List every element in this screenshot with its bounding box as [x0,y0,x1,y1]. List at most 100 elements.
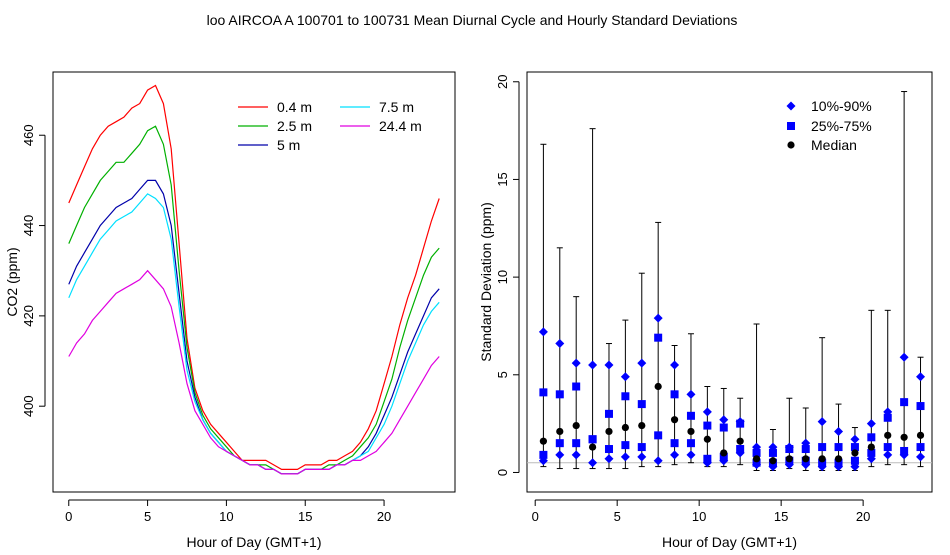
p25-75-marker [621,392,630,401]
p25-75-marker [719,452,728,461]
p25-75-marker [736,445,745,454]
p25-75-marker [719,423,728,432]
x-axis-title: Hour of Day (GMT+1) [662,534,797,550]
median-marker [621,423,629,432]
x-tick-label: 5 [144,509,151,524]
median-marker [834,455,843,463]
median-marker [720,449,728,457]
legend-label: 0.4 m [277,99,312,115]
median-marker [703,435,711,443]
median-marker [769,457,777,465]
legend-label: 7.5 m [379,99,414,115]
p25-75-marker [916,443,925,452]
p25-75-marker [834,443,843,452]
x-tick-label: 20 [856,509,870,524]
p10-90-marker [653,313,663,323]
x-tick-label: 0 [532,509,539,524]
p25-75-marker [768,448,777,457]
p25-75-marker [834,458,843,467]
series-line-0-4-m [68,84,440,470]
x-tick-label: 20 [377,509,391,524]
p10-90-marker [883,450,893,460]
y-tick-label: 460 [21,124,36,146]
legend-label: 10%-90% [811,98,872,114]
x-axis-title: Hour of Day (GMT+1) [187,534,322,550]
p25-75-marker [637,400,646,409]
x-tick-label: 15 [298,509,312,524]
co2-diurnal-cycle-chart: 0 5 10 15 20 Hour of Day (GMT+1) 400 420 440 460 C… [4,71,456,550]
x-tick-label: 0 [65,509,72,524]
p10-90-marker [588,458,598,468]
series-line-7-5-m [68,193,440,475]
p10-90-marker [702,407,712,417]
y-tick-label: 0 [495,469,510,476]
p10-90-marker [817,417,827,427]
p25-75-marker [752,458,761,467]
median-marker [802,455,810,463]
p10-90-marker [588,360,598,370]
p10-90-marker [850,434,860,444]
median-marker [818,455,826,463]
series-line-2-5-m [68,125,440,475]
p25-75-marker [900,446,909,455]
y-tick-label: 400 [21,395,36,417]
median-marker [638,421,646,430]
p25-75-marker [736,419,745,428]
p10-90-marker [604,360,614,370]
p25-75-marker [670,390,679,399]
p25-75-marker [850,443,859,452]
legend-circle-icon [787,141,795,149]
p25-75-marker [637,443,646,452]
p10-90-marker [637,452,647,462]
median-marker [752,455,761,463]
p10-90-marker [637,358,647,368]
p10-90-marker [866,419,876,429]
p10-90-marker [719,415,729,425]
p25-75-marker [539,450,548,459]
p25-75-marker [604,445,613,454]
legend-label: Median [811,137,857,153]
p25-75-marker [686,439,695,448]
p10-90-marker [834,426,844,436]
p25-75-marker [572,382,581,391]
median-marker [736,437,744,445]
y-tick-label: 440 [21,215,36,237]
median-marker [670,416,679,424]
median-marker [867,443,875,451]
p10-90-marker [620,452,630,462]
y-axis-title: Standard Deviation (ppm) [478,202,494,362]
p25-75-marker [818,458,827,467]
y-tick-label: 5 [495,371,510,378]
median-marker [851,449,859,457]
p25-75-marker [900,398,909,407]
median-marker [572,421,580,430]
median-marker [900,433,908,441]
median-marker [687,427,695,436]
p25-75-marker [572,439,581,448]
series-line-5-m [68,179,440,475]
p25-75-marker [703,421,712,430]
median-marker [556,427,564,436]
y-tick-label: 15 [495,172,510,186]
p10-90-marker [670,360,680,370]
figure-title: loo AIRCOA A 100701 to 100731 Mean Diurn… [207,12,738,28]
p10-90-marker [620,372,630,382]
p25-75-marker [654,431,663,440]
p10-90-marker [571,450,581,460]
y-tick-label: 10 [495,270,510,284]
p25-75-marker [555,439,564,448]
legend-label: 5 m [277,137,300,153]
p10-90-marker [571,358,581,368]
x-tick-label: 5 [614,509,621,524]
p25-75-marker [867,433,876,442]
p25-75-marker [801,445,810,454]
x-tick-label: 15 [774,509,788,524]
p10-90-marker [555,339,565,349]
y-axis-title: CO2 (ppm) [4,247,20,316]
legend-diamond-icon [786,101,796,111]
p10-90-marker [686,389,696,399]
p10-90-marker [686,450,696,460]
p25-75-marker [883,413,892,422]
